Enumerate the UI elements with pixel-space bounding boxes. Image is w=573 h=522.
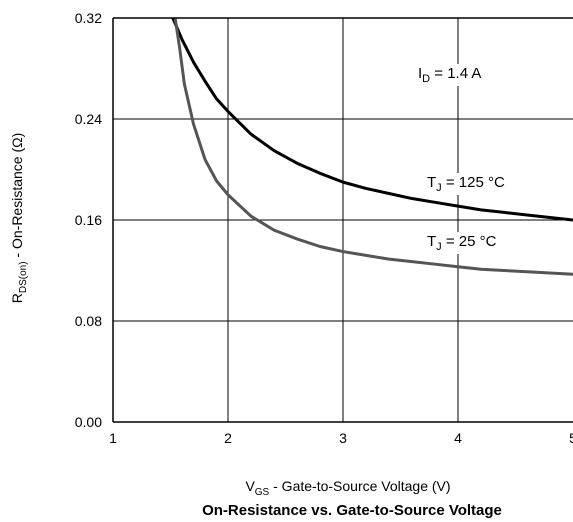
y-tick-label: 0.00 — [75, 414, 102, 430]
x-tick-label: 1 — [109, 430, 117, 446]
series-layer — [171, 17, 573, 276]
chart-title: On-Resistance vs. Gate-to-Source Voltage — [202, 502, 502, 519]
tick-labels: 1 2 3 4 5 0.00 0.08 0.16 0.24 0.32 — [75, 10, 573, 446]
y-tick-label: 0.16 — [75, 212, 102, 228]
y-tick-label: 0.24 — [75, 111, 102, 127]
series-label-125c: TJ = 125 °C — [427, 174, 505, 194]
x-tick-label: 4 — [454, 430, 462, 446]
series-line-1 — [173, 17, 573, 276]
x-axis-label: VGS - Gate-to-Source Voltage (V) — [245, 478, 450, 498]
y-tick-label: 0.32 — [75, 10, 102, 26]
label-background — [416, 64, 484, 86]
plot-frame — [112, 17, 573, 423]
y-tick-label: 0.08 — [75, 313, 102, 329]
series-label-25c: TJ = 25 °C — [427, 233, 497, 253]
x-tick-label: 5 — [569, 430, 573, 446]
x-tick-label: 2 — [224, 430, 232, 446]
x-tick-label: 3 — [339, 430, 347, 446]
label-background — [425, 173, 507, 195]
y-axis-label: RDS(on) - On-Resistance (Ω) — [9, 133, 29, 304]
series-line-0 — [171, 17, 573, 222]
label-background — [425, 232, 499, 254]
drain-current-annotation: ID = 1.4 A — [418, 65, 481, 85]
grid — [113, 18, 573, 422]
